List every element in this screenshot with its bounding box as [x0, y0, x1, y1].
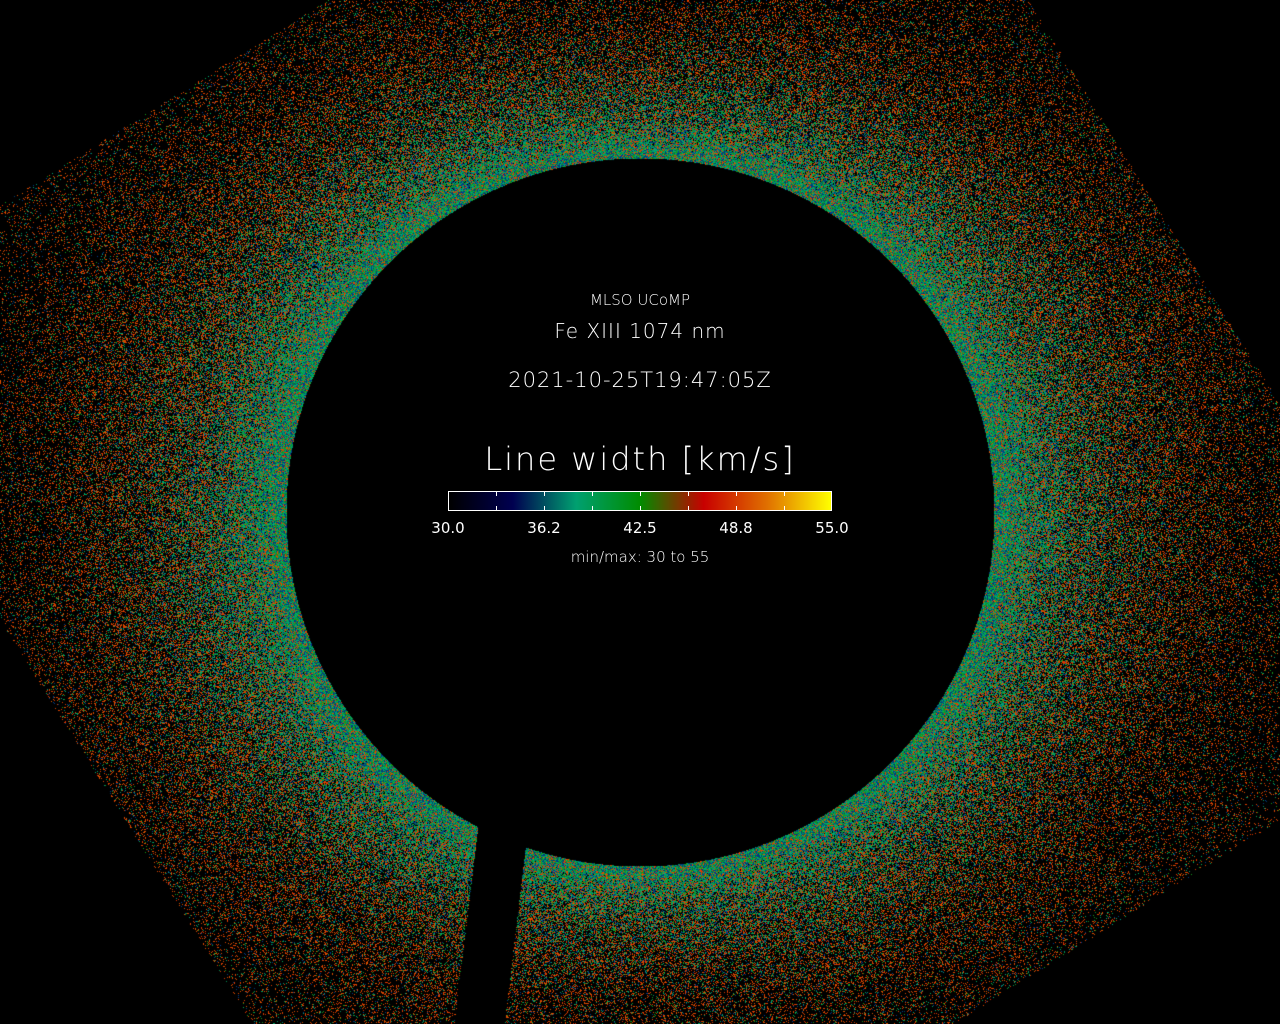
colorbar-tick — [496, 492, 497, 496]
colorbar-tick — [736, 492, 737, 496]
colorbar-tick — [640, 506, 641, 510]
colorbar-tick — [544, 506, 545, 510]
colorbar-tick — [592, 506, 593, 510]
colorbar-tick-label: 48.8 — [719, 519, 753, 537]
colorbar-tick — [640, 492, 641, 496]
colorbar-tick-label: 36.2 — [527, 519, 561, 537]
colorbar-tick — [496, 506, 497, 510]
colorbar-tick — [592, 492, 593, 496]
colorbar-tick-label: 30.0 — [431, 519, 465, 537]
colorbar-tick-label: 55.0 — [815, 519, 849, 537]
spectral-line-label: Fe XIII 1074 nm — [554, 319, 726, 343]
colorbar-tick — [544, 492, 545, 496]
colorbar-tick — [688, 492, 689, 496]
colorbar-tick-label: 42.5 — [623, 519, 657, 537]
colorbar-title: Line width [km/s] — [484, 440, 796, 478]
colorbar-tick — [688, 506, 689, 510]
colorbar — [448, 491, 832, 511]
colorbar-tick — [736, 506, 737, 510]
colorbar-tick — [784, 492, 785, 496]
colorbar-tick — [784, 506, 785, 510]
datetime-label: 2021-10-25T19:47:05Z — [508, 368, 772, 392]
minmax-label: min/max: 30 to 55 — [570, 548, 710, 566]
observatory-label: MLSO UCoMP — [589, 291, 690, 309]
